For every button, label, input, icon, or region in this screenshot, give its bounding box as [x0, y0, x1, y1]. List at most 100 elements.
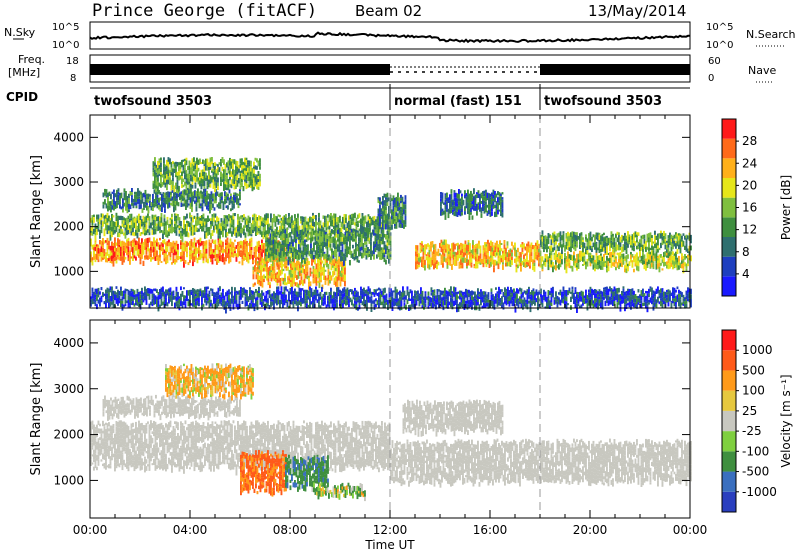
data-cell	[564, 258, 566, 264]
data-cell	[400, 223, 402, 228]
data-cell	[321, 284, 324, 289]
data-cell	[216, 216, 218, 223]
data-cell	[339, 232, 341, 239]
data-cell	[451, 264, 453, 270]
data-cell	[114, 206, 117, 209]
data-cell	[490, 257, 492, 262]
data-cell	[183, 301, 185, 305]
data-cell	[361, 225, 364, 230]
data-cell	[178, 175, 180, 181]
data-cell	[232, 225, 235, 229]
data-cell	[645, 258, 647, 262]
data-cell	[452, 251, 455, 255]
data-cell	[205, 172, 207, 178]
data-cell	[453, 207, 456, 212]
data-cell	[660, 254, 662, 258]
data-cell	[242, 164, 245, 169]
data-cell	[342, 274, 345, 280]
data-cell	[452, 199, 454, 202]
data-cell	[586, 238, 589, 243]
data-cell	[250, 293, 253, 296]
data-cell	[295, 248, 297, 251]
data-cell	[565, 238, 568, 242]
data-cell	[194, 169, 197, 176]
data-cell	[470, 190, 472, 197]
data-cell	[108, 245, 110, 250]
data-cell	[247, 162, 249, 165]
data-cell	[171, 228, 173, 234]
data-cell	[276, 262, 279, 268]
data-cell	[241, 182, 243, 187]
data-cell	[155, 167, 158, 173]
data-cell	[681, 253, 683, 257]
data-cell	[228, 197, 231, 201]
data-cell	[365, 241, 368, 245]
data-cell	[197, 177, 200, 181]
data-cell	[175, 286, 178, 292]
data-cell	[196, 164, 198, 171]
data-cell	[332, 265, 334, 268]
data-cell	[255, 301, 257, 307]
data-cell	[201, 199, 204, 203]
data-cell	[299, 268, 301, 271]
data-cell	[323, 263, 325, 268]
data-cell	[121, 256, 124, 261]
data-cell	[448, 244, 450, 249]
data-cell	[612, 236, 614, 243]
data-cell	[129, 296, 131, 303]
data-cell	[266, 254, 269, 259]
data-cell	[293, 262, 295, 266]
data-cell	[367, 214, 370, 217]
data-cell	[637, 232, 640, 236]
data-cell	[661, 259, 664, 264]
data-cell	[549, 245, 551, 249]
data-cell	[473, 263, 476, 267]
data-cell	[202, 223, 205, 228]
data-cell	[99, 229, 101, 234]
data-cell	[546, 242, 548, 247]
data-cell	[254, 269, 256, 272]
data-cell	[175, 182, 177, 187]
data-cell	[543, 260, 545, 266]
data-cell	[529, 265, 531, 269]
data-cell	[358, 233, 360, 238]
data-cell	[331, 215, 334, 220]
data-cell	[119, 195, 121, 202]
data-cell	[355, 217, 358, 222]
data-cell	[325, 246, 327, 249]
data-cell	[283, 252, 285, 257]
data-cell	[181, 233, 184, 236]
data-cell	[165, 289, 167, 294]
data-cell	[273, 291, 275, 294]
data-cell	[265, 256, 267, 262]
data-cell	[116, 202, 118, 209]
data-cell	[499, 261, 501, 265]
data-cell	[228, 292, 230, 295]
data-cell	[621, 262, 623, 268]
data-cell	[207, 219, 209, 222]
data-cell	[311, 230, 314, 237]
data-cell	[455, 192, 457, 198]
data-cell	[367, 238, 369, 242]
data-cell	[263, 260, 265, 264]
data-cell	[247, 164, 249, 168]
data-cell	[244, 257, 247, 260]
data-cell	[192, 193, 195, 196]
data-cell	[134, 198, 136, 203]
data-cell	[108, 191, 111, 196]
data-cell	[135, 302, 137, 306]
data-cell	[249, 233, 251, 236]
data-cell	[105, 218, 107, 223]
data-cell	[222, 241, 224, 247]
data-cell	[175, 240, 178, 247]
data-cell	[156, 226, 158, 232]
data-cell	[142, 296, 145, 300]
data-cell	[642, 236, 644, 239]
data-cell	[231, 247, 233, 253]
data-cell	[454, 259, 456, 266]
data-cell	[120, 301, 122, 307]
data-cell	[299, 235, 302, 239]
data-cell	[265, 242, 267, 247]
data-cell	[310, 217, 313, 223]
data-cell	[264, 266, 267, 272]
